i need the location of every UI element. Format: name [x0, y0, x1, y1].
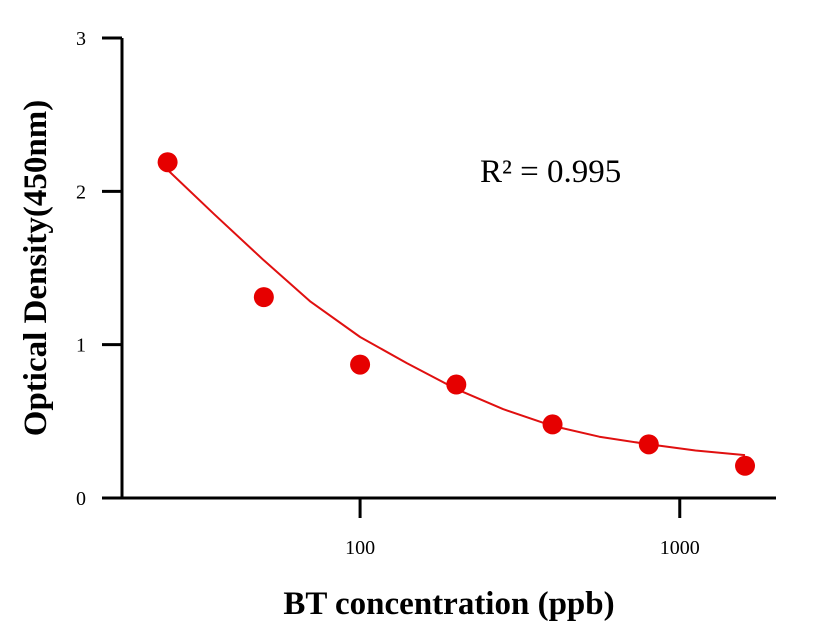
tick-labels: 0 1 2 3 100 1000: [76, 28, 700, 559]
y-tick-label: 3: [76, 28, 86, 50]
axes: [102, 36, 776, 518]
y-tick-label: 2: [76, 181, 86, 203]
data-point: [735, 455, 756, 476]
x-axis-title: BT concentration (ppb): [283, 586, 614, 622]
data-point: [350, 354, 371, 375]
fit-layer: [166, 169, 746, 457]
y-tick-label: 1: [76, 335, 86, 357]
data-point: [638, 434, 659, 455]
x-tick-label: 1000: [660, 537, 700, 559]
x-tick-label: 100: [345, 537, 375, 559]
data-point: [157, 152, 178, 173]
data-point: [253, 287, 274, 308]
points-layer: [157, 152, 756, 476]
data-point: [542, 414, 563, 435]
fit-curve-line: [166, 169, 746, 457]
data-point: [446, 374, 467, 395]
y-axis-title: Optical Density(450nm): [18, 100, 54, 436]
y-tick-label: 0: [76, 488, 86, 510]
r-squared-annotation: R² = 0.995: [480, 154, 621, 190]
